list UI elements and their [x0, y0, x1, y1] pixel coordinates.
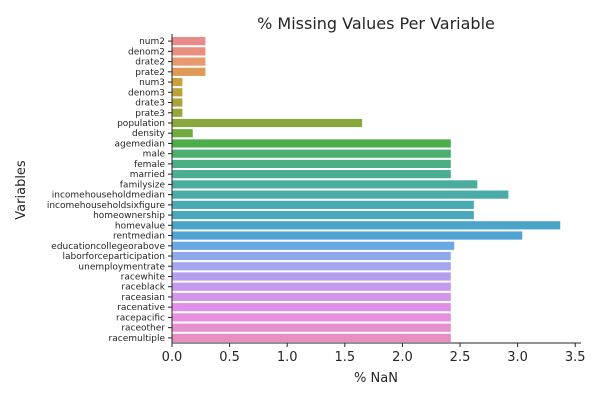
- category-label-racenative: racenative: [117, 303, 165, 313]
- x-axis: 0.0 0.5 1.0 1.5 2.0 2.5 3.0 3.5: [162, 342, 586, 365]
- bar-female: [172, 159, 451, 169]
- category-label-denom2: denom2: [128, 47, 165, 57]
- category-label-raceasian: raceasian: [121, 293, 165, 303]
- category-label-homeownership: homeownership: [93, 211, 165, 221]
- bar-married: [172, 170, 451, 179]
- x-tick-label-1.0: 1.0: [277, 350, 298, 365]
- bar-male: [172, 149, 451, 158]
- category-label-racepacific: racepacific: [116, 313, 165, 323]
- bar-incomehouseholdmedian: [172, 190, 509, 199]
- x-tick-label-3.5: 3.5: [565, 350, 586, 365]
- bar-num2: [172, 37, 206, 46]
- category-label-unemploymentrate: unemploymentrate: [78, 262, 165, 272]
- category-label-prate2: prate2: [135, 68, 165, 78]
- bar-laborforceparticipation: [172, 251, 451, 261]
- bar-denom2: [172, 47, 206, 56]
- x-axis-label: % NaN: [354, 371, 398, 386]
- bar-incomehouseholdsixfigure: [172, 200, 474, 209]
- category-label-num3: num3: [139, 78, 165, 88]
- category-label-agemedian: agemedian: [114, 139, 165, 149]
- category-label-educationcollegeorabove: educationcollegeorabove: [51, 242, 165, 252]
- category-label-incomehouseholdmedian: incomehouseholdmedian: [52, 191, 165, 201]
- bar-raceother: [172, 323, 451, 332]
- bars: [172, 37, 561, 342]
- bar-prate2: [172, 67, 206, 76]
- x-tick-label-2.5: 2.5: [450, 350, 471, 365]
- x-tick-label-0.5: 0.5: [219, 350, 240, 365]
- bar-denom3: [172, 88, 183, 97]
- bar-familysize: [172, 180, 478, 189]
- category-label-married: married: [130, 170, 165, 180]
- category-label-male: male: [143, 150, 166, 160]
- category-label-raceother: raceother: [121, 324, 165, 334]
- category-label-denom3: denom3: [128, 88, 165, 98]
- bar-racemultiple: [172, 333, 451, 342]
- x-tick-label-0.0: 0.0: [162, 350, 183, 365]
- category-label-num2: num2: [139, 37, 165, 47]
- category-label-laborforceparticipation: laborforceparticipation: [63, 252, 165, 262]
- bar-num3: [172, 77, 183, 87]
- category-label-density: density: [132, 129, 166, 139]
- bar-unemploymentrate: [172, 262, 451, 271]
- category-label-drate2: drate2: [135, 58, 165, 68]
- category-label-population: population: [117, 119, 165, 129]
- bar-agemedian: [172, 139, 451, 148]
- x-tick-label-1.5: 1.5: [334, 350, 355, 365]
- category-label-incomehouseholdsixfigure: incomehouseholdsixfigure: [47, 201, 166, 211]
- bar-rentmedian: [172, 231, 523, 240]
- bar-homevalue: [172, 221, 561, 230]
- bar-racepacific: [172, 313, 451, 322]
- x-tick-label-2.0: 2.0: [392, 350, 413, 365]
- bar-raceblack: [172, 282, 451, 291]
- category-label-racewhite: racewhite: [121, 272, 166, 282]
- category-label-raceblack: raceblack: [121, 283, 165, 293]
- bar-racewhite: [172, 272, 451, 281]
- category-label-familysize: familysize: [120, 180, 166, 190]
- chart-title: % Missing Values Per Variable: [257, 14, 495, 33]
- category-label-prate3: prate3: [135, 109, 165, 119]
- bar-drate3: [172, 98, 183, 107]
- bar-racenative: [172, 303, 451, 312]
- category-label-rentmedian: rentmedian: [113, 232, 165, 242]
- bar-prate3: [172, 108, 183, 117]
- y-axis-label: Variables: [14, 160, 29, 220]
- bar-raceasian: [172, 292, 451, 302]
- x-tick-label-3.0: 3.0: [507, 350, 528, 365]
- bar-drate2: [172, 57, 206, 66]
- bar-population: [172, 118, 363, 128]
- category-label-homevalue: homevalue: [115, 221, 166, 231]
- bar-homeownership: [172, 210, 474, 220]
- category-label-racemultiple: racemultiple: [109, 334, 166, 344]
- category-label-drate3: drate3: [135, 99, 165, 109]
- category-label-female: female: [134, 160, 165, 170]
- bar-density: [172, 129, 193, 138]
- category-labels: num2denom2drate2prate2num3denom3drate3pr…: [47, 37, 172, 344]
- bar-educationcollegeorabove: [172, 241, 455, 250]
